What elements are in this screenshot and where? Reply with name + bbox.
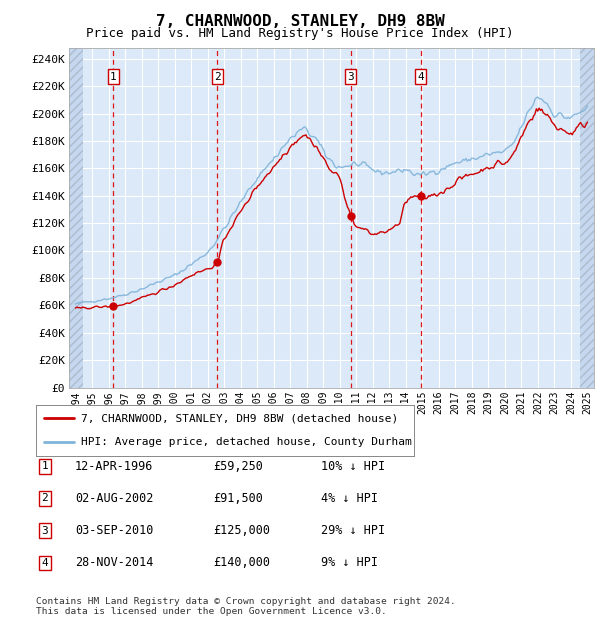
Text: 4: 4 <box>41 558 49 568</box>
Text: 9% ↓ HPI: 9% ↓ HPI <box>321 557 378 569</box>
Text: 4% ↓ HPI: 4% ↓ HPI <box>321 492 378 505</box>
Text: HPI: Average price, detached house, County Durham: HPI: Average price, detached house, Coun… <box>82 438 412 448</box>
Text: 7, CHARNWOOD, STANLEY, DH9 8BW: 7, CHARNWOOD, STANLEY, DH9 8BW <box>155 14 445 29</box>
Text: 3: 3 <box>41 526 49 536</box>
Text: 29% ↓ HPI: 29% ↓ HPI <box>321 525 385 537</box>
Text: 10% ↓ HPI: 10% ↓ HPI <box>321 460 385 472</box>
Text: Price paid vs. HM Land Registry's House Price Index (HPI): Price paid vs. HM Land Registry's House … <box>86 27 514 40</box>
Text: Contains HM Land Registry data © Crown copyright and database right 2024.
This d: Contains HM Land Registry data © Crown c… <box>36 597 456 616</box>
Text: £140,000: £140,000 <box>213 557 270 569</box>
Text: 02-AUG-2002: 02-AUG-2002 <box>75 492 154 505</box>
Text: 12-APR-1996: 12-APR-1996 <box>75 460 154 472</box>
Text: £59,250: £59,250 <box>213 460 263 472</box>
Text: 03-SEP-2010: 03-SEP-2010 <box>75 525 154 537</box>
Text: £91,500: £91,500 <box>213 492 263 505</box>
Text: 28-NOV-2014: 28-NOV-2014 <box>75 557 154 569</box>
Text: 4: 4 <box>418 72 424 82</box>
Text: 3: 3 <box>347 72 354 82</box>
Text: 7, CHARNWOOD, STANLEY, DH9 8BW (detached house): 7, CHARNWOOD, STANLEY, DH9 8BW (detached… <box>82 413 398 423</box>
Text: 1: 1 <box>110 72 116 82</box>
Text: £125,000: £125,000 <box>213 525 270 537</box>
Text: 2: 2 <box>214 72 221 82</box>
Text: 2: 2 <box>41 494 49 503</box>
Text: 1: 1 <box>41 461 49 471</box>
